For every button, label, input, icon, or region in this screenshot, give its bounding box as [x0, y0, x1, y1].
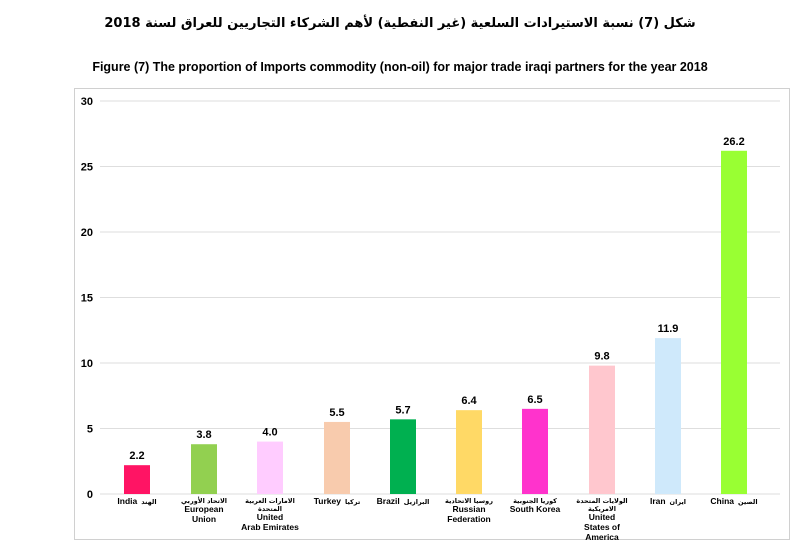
x-tick-label-arabic: الاتحاد الأوربي	[181, 496, 227, 505]
x-tick-label: Turkey تركيا	[314, 496, 361, 506]
y-tick-label: 10	[81, 358, 93, 370]
x-tick-label: Federation	[447, 514, 490, 524]
y-tick-label: 30	[81, 96, 93, 108]
data-label: 5.7	[395, 404, 410, 416]
y-tick-label: 0	[87, 489, 93, 501]
y-tick-label: 25	[81, 162, 93, 174]
chart-title-english: Figure (7) The proportion of Imports com…	[92, 60, 708, 74]
x-tick-label-arabic: كوريا الجنوبية	[513, 497, 557, 505]
bar	[191, 444, 217, 494]
bar	[124, 465, 150, 494]
bar	[456, 410, 482, 494]
data-label: 11.9	[658, 323, 679, 335]
bar	[522, 408, 548, 494]
x-tick-label: Brazil البرازيل	[377, 496, 430, 506]
y-tick-label: 20	[81, 227, 93, 239]
x-tick-label: United	[257, 512, 283, 522]
bar	[589, 365, 615, 494]
data-label: 3.8	[196, 429, 211, 441]
x-tick-label: United	[589, 512, 615, 522]
data-label: 5.5	[329, 407, 344, 419]
x-tick-label: America	[585, 532, 619, 542]
data-label: 4.0	[262, 427, 277, 439]
x-tick-label: South Korea	[510, 504, 561, 514]
bar	[257, 441, 283, 494]
data-label: 6.4	[461, 395, 477, 407]
bar	[721, 150, 747, 494]
x-tick-label-arabic: المتحدة	[258, 505, 282, 513]
data-label: 2.2	[129, 450, 144, 462]
data-label: 6.5	[527, 394, 542, 406]
chart-title-arabic: شكل (7) نسبة الاستيرادات السلعية (غير ال…	[104, 16, 696, 31]
bar	[390, 419, 416, 494]
x-tick-label: States of	[584, 522, 620, 532]
bar	[324, 421, 350, 494]
x-tick-label: Russian	[452, 504, 485, 514]
x-tick-label-arabic: روسيا الاتحادية	[445, 497, 493, 505]
x-tick-label: Iran ايران	[650, 496, 686, 506]
x-tick-label: Arab Emirates	[241, 522, 299, 532]
x-tick-label-arabic: الولايات المتحدة	[576, 497, 627, 505]
x-tick-label: India الهند	[117, 496, 156, 506]
data-label: 26.2	[723, 136, 744, 148]
x-tick-label: Union	[192, 514, 216, 524]
y-tick-label: 5	[87, 424, 93, 436]
x-tick-label: European	[184, 504, 223, 514]
x-tick-label-arabic: الامريكية	[588, 505, 616, 513]
x-tick-label-arabic: الامارات العربية	[245, 497, 295, 505]
bar	[655, 338, 681, 494]
x-tick-label: China الصين	[710, 496, 757, 506]
y-tick-label: 15	[81, 293, 93, 305]
chart-frame	[74, 88, 790, 540]
data-label: 9.8	[594, 351, 609, 363]
